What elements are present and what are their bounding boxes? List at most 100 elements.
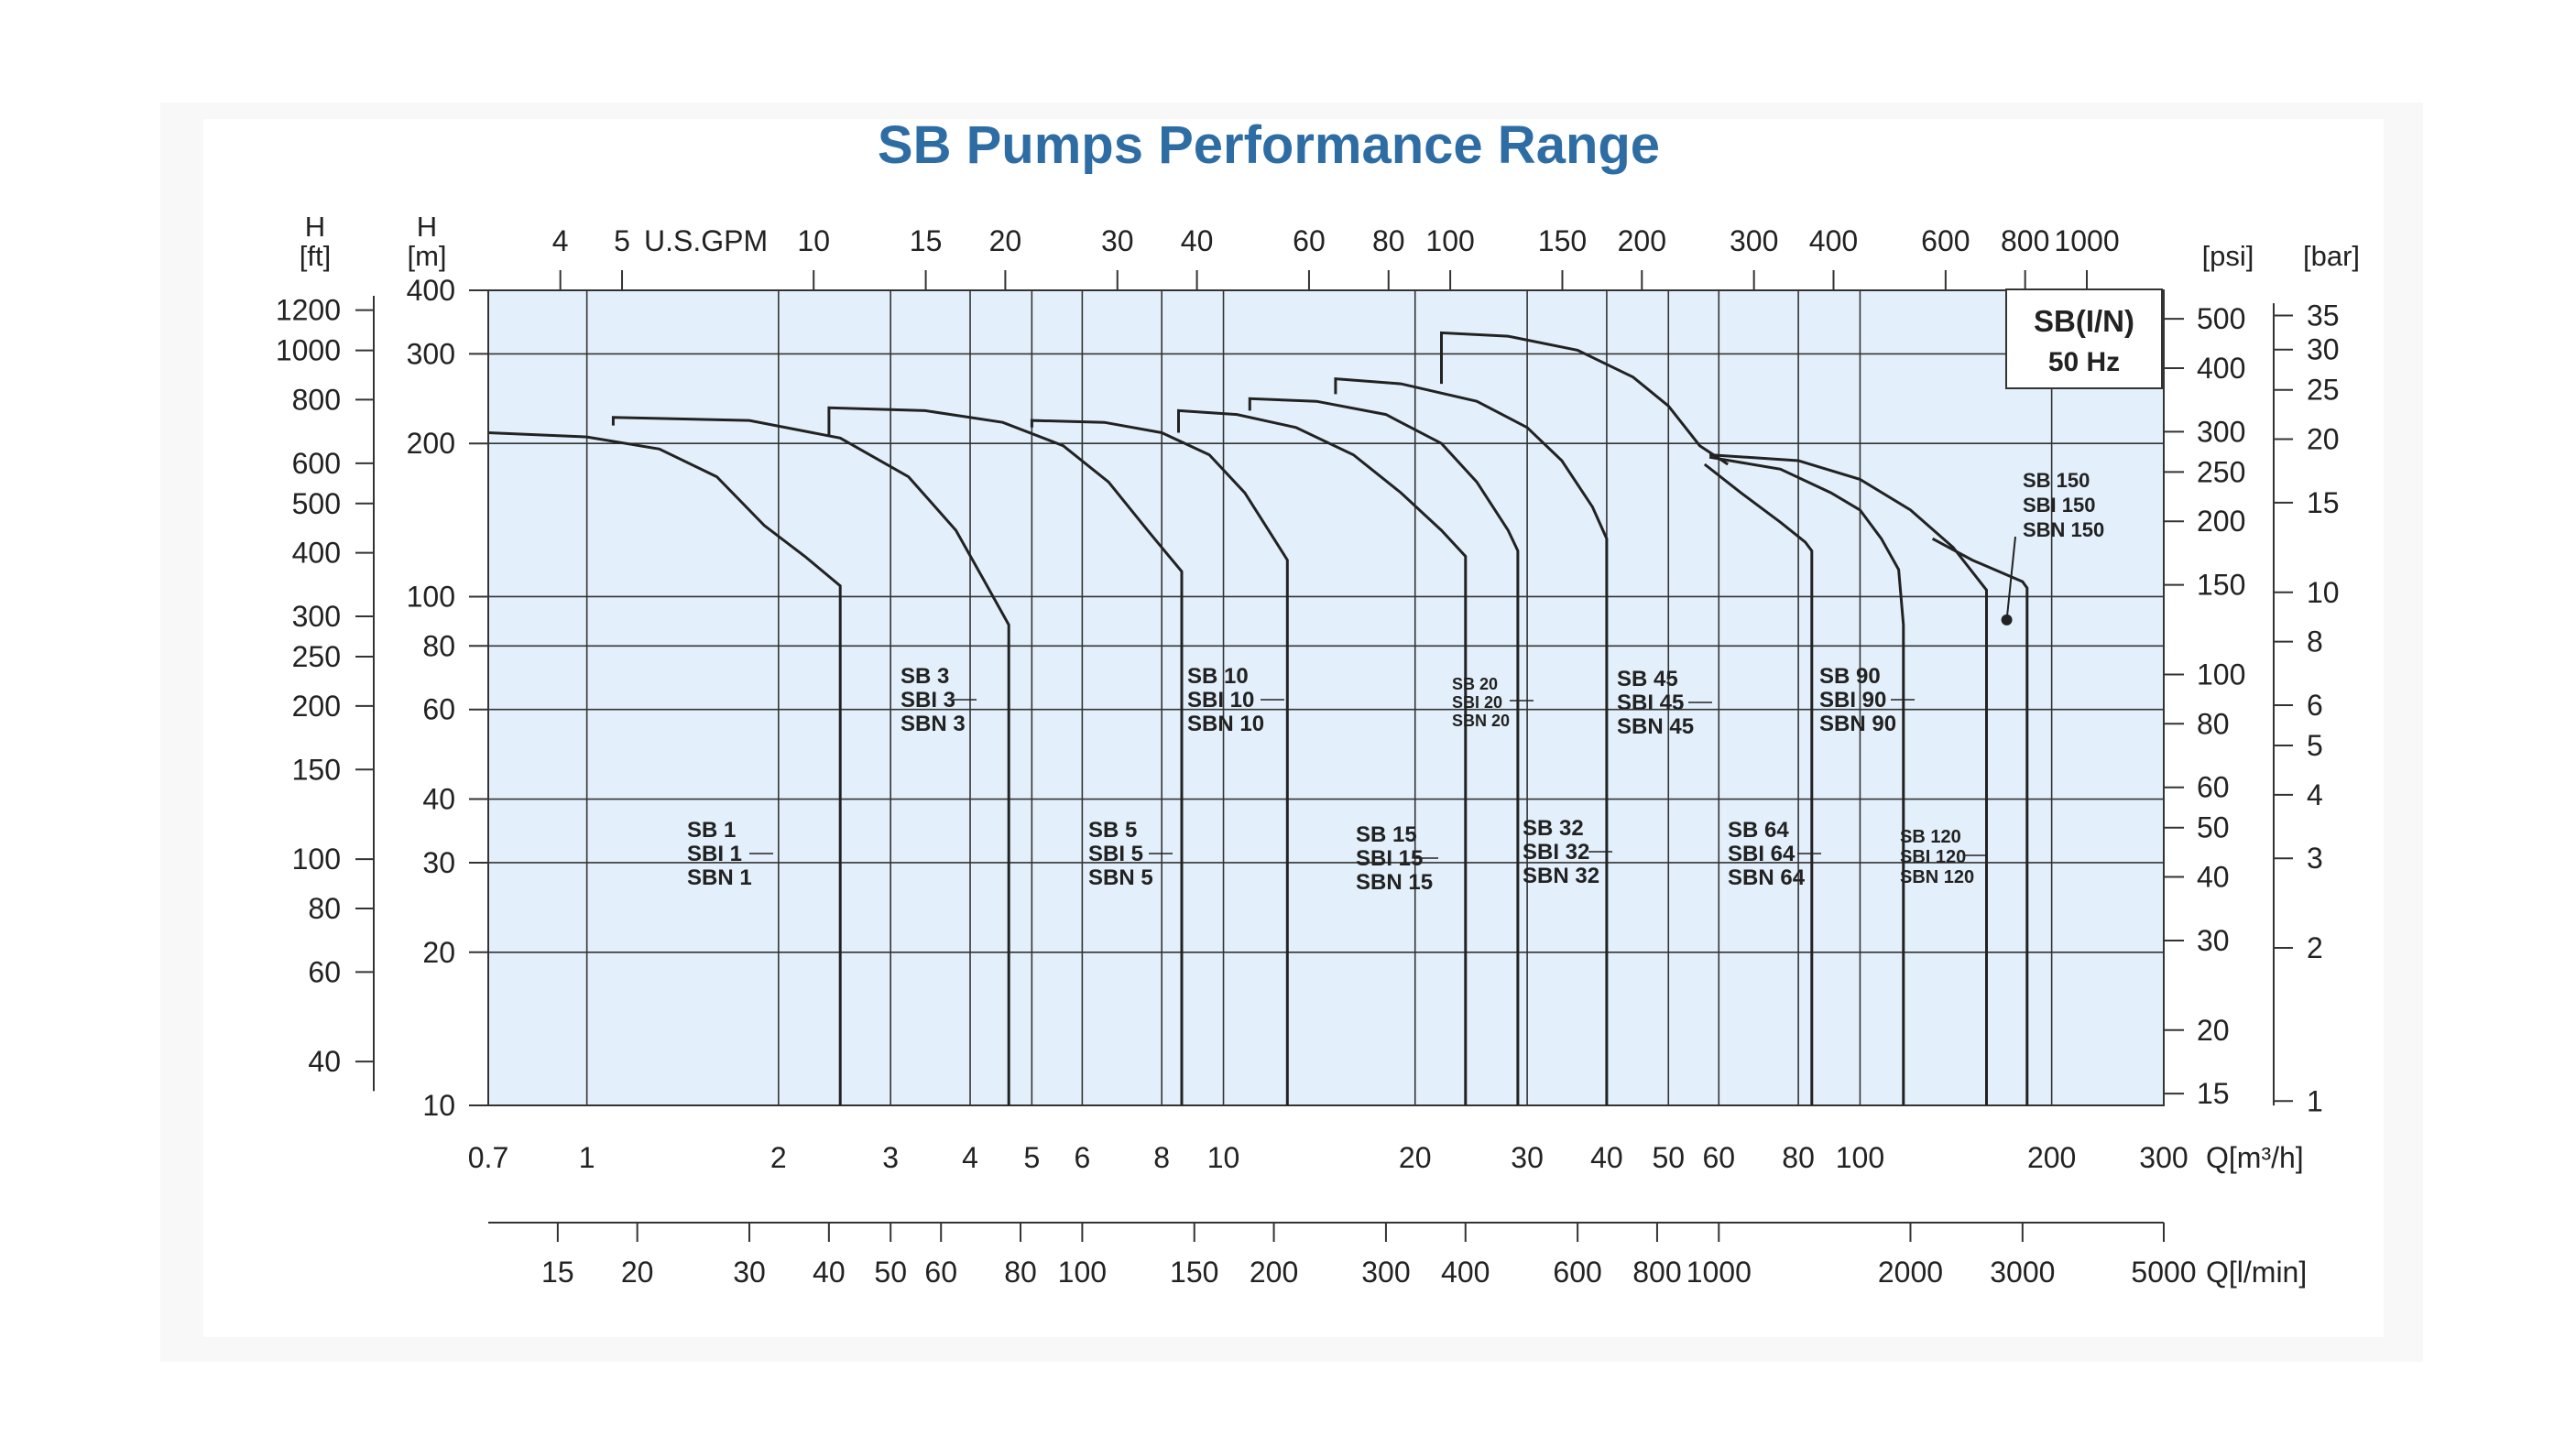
series-label-sbn-150: SBN 150 [2023,518,2104,541]
series-label-sb-5: SB 5 [1088,818,1137,843]
axis-m-label-unit: [m] [407,240,446,272]
tick-label-ft: 600 [292,447,341,480]
sb150-leader [2005,536,2016,620]
tick-label-lmin: 1000 [1686,1256,1752,1289]
tick-label-m3h: 8 [1153,1141,1170,1174]
tick-label-m: 400 [407,274,455,307]
tick-label-gpm: 10 [797,224,830,257]
tick-label-gpm: 60 [1293,224,1326,257]
tick-label-m: 10 [422,1089,455,1122]
tick-label-lmin: 15 [541,1256,574,1289]
series-label-sbn-10: SBN 10 [1187,712,1264,736]
series-label-sbi-150: SBI 150 [2023,494,2096,517]
series-label-sbn-120: SBN 120 [1900,867,1974,887]
axis-head-ft: H[ft] 1200 1000 800 600 500 400 300 250 200 150 100… [276,211,375,1092]
tick-label-psi: 100 [2197,658,2245,691]
tick-label-gpm: 40 [1181,224,1214,257]
tick-label-gpm: 30 [1101,224,1134,257]
series-label-sbn-5: SBN 5 [1088,865,1153,890]
tick-label-bar: 6 [2307,689,2323,722]
badge-line1: SB(I/N) [2034,304,2134,338]
series-label-sb-45: SB 45 [1617,667,1678,691]
tick-label-bar: 1 [2307,1084,2323,1117]
tick-label-gpm: 100 [1425,224,1474,257]
tick-label-gpm: 300 [1730,224,1778,257]
series-label-sbi-32: SBI 32 [1523,840,1589,865]
tick-label-psi: 50 [2197,811,2230,844]
series-label-sbi-10: SBI 10 [1187,688,1254,713]
series-label-sbn-32: SBN 32 [1523,864,1599,888]
tick-label-ft: 500 [292,487,341,520]
tick-label-psi: 250 [2197,455,2245,488]
axis-psi-label: [psi] [2202,240,2254,272]
tick-label-lmin: 200 [1250,1256,1298,1289]
series-curve-sb-5 [827,406,1184,1105]
axis-lmin-unit: Q[l/min] [2206,1256,2307,1289]
series-curve-sb-20 [1248,397,1520,1105]
tick-label-m3h: 50 [1652,1141,1685,1174]
tick-label-m: 80 [422,629,455,662]
tick-label-lmin: 100 [1058,1256,1107,1289]
axis-pressure-psi: [psi] 500 400 300 250 200 150 100 80 60 50 40 30 20 15 [2163,240,2254,1110]
tick-label-gpm: 400 [1809,224,1858,257]
tick-label-bar: 25 [2307,374,2340,407]
tick-label-bar: 30 [2307,333,2340,366]
tick-label-m3h: 80 [1782,1141,1815,1174]
tick-label-m3h: 30 [1511,1141,1544,1174]
tick-label-ft: 800 [292,383,341,416]
tick-label-ft: 1200 [276,294,341,327]
tick-label-m3h: 6 [1074,1141,1090,1174]
tick-label-ft: 1000 [276,334,341,367]
series-curve-sb-1 [487,431,842,1105]
tick-label-m3h: 200 [2027,1141,2076,1174]
series-label-sb-150: SB 150 [2023,469,2090,492]
tick-label-bar: 3 [2307,842,2323,875]
tick-label-ft: 100 [292,843,341,876]
tick-label-m3h: 1 [579,1141,595,1174]
series-curve-sb-120 [1709,453,1988,1105]
axis-ft-label-unit: [ft] [300,240,331,272]
series-curve-sb-10 [1030,419,1289,1105]
tick-label-lmin: 3000 [1990,1256,2055,1289]
chart-title: SB Pumps Performance Range [878,115,1660,175]
tick-label-psi: 80 [2197,707,2230,740]
series-label-sb-15: SB 15 [1356,822,1417,847]
tick-label-lmin: 150 [1170,1256,1218,1289]
tick-label-m: 40 [422,783,455,816]
tick-label-gpm: 200 [1618,224,1666,257]
tick-label-gpm: 5 [614,224,630,257]
series-curve-sb-64 [1703,462,1814,1105]
tick-label-m3h: 10 [1207,1141,1240,1174]
tick-label-psi: 60 [2197,771,2230,804]
tick-label-lmin: 600 [1553,1256,1601,1289]
tick-label-bar: 2 [2307,931,2323,964]
tick-label-ft: 150 [292,753,341,786]
series-curve-sb-3 [611,416,1010,1105]
badge-box [2005,288,2163,389]
series-label-sbi-45: SBI 45 [1617,691,1684,715]
tick-label-m: 100 [407,580,455,613]
series-label-sbi-64: SBI 64 [1728,842,1796,866]
series-label-sbi-1: SBI 1 [687,842,742,866]
tick-label-lmin: 20 [621,1256,654,1289]
axis-flow-gpm: 4 5 10 15 20 30 40 60 80 100 150 200 300 400 600 800 100… [552,224,2120,290]
series-curve-sb-150 [1931,537,2029,1105]
tick-label-ft: 300 [292,600,341,633]
series-curve-sb-32 [1334,376,1609,1105]
tick-label-m3h: 40 [1590,1141,1623,1174]
tick-label-lmin: 2000 [1878,1256,1943,1289]
tick-label-ft: 400 [292,537,341,570]
series-label-sb-20: SB 20 [1452,675,1498,693]
series-label-sb-32: SB 32 [1523,816,1584,841]
series-curve-sb-90 [1708,455,1905,1105]
tick-label-psi: 30 [2197,924,2230,957]
tick-label-gpm: 1000 [2054,224,2119,257]
tick-label-psi: 20 [2197,1014,2230,1047]
tick-label-lmin: 400 [1441,1256,1490,1289]
grid [488,290,2164,1105]
tick-label-psi: 500 [2197,302,2245,335]
tick-label-lmin: 30 [733,1256,766,1289]
series-label-sb-10: SB 10 [1187,664,1249,689]
